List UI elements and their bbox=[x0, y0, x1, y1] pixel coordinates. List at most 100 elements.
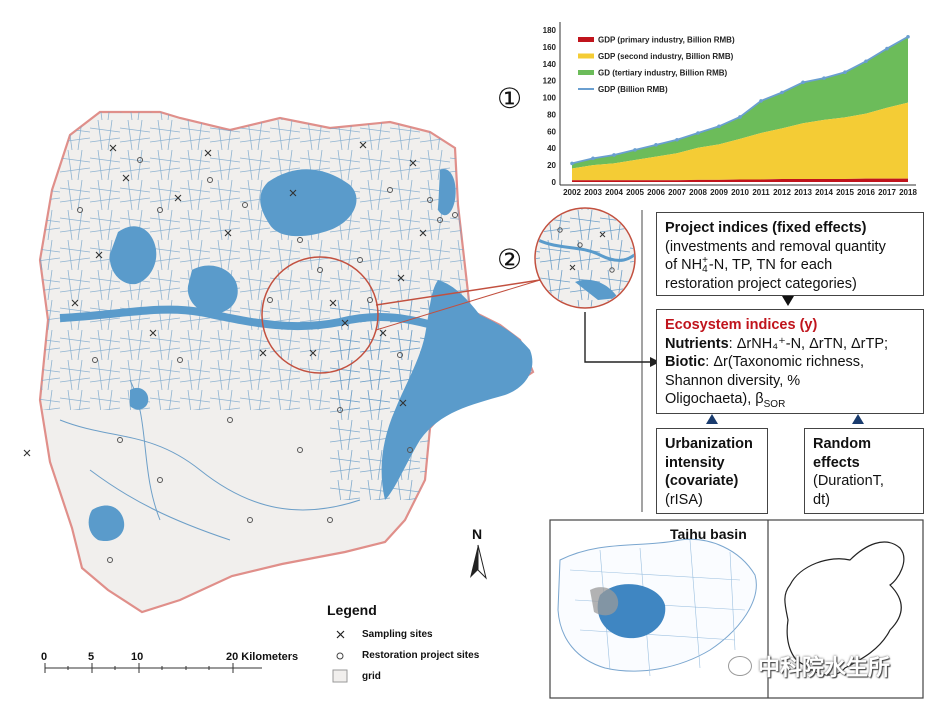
lake-west bbox=[109, 226, 157, 285]
nh4-sup: + bbox=[702, 255, 708, 267]
x-tick-label: 2008 bbox=[689, 188, 707, 197]
north-label: N bbox=[472, 526, 483, 542]
watermark-text: 中科院水生所 bbox=[728, 650, 890, 682]
gdp-point bbox=[822, 76, 826, 80]
legend-sampling-sites: Sampling sites bbox=[362, 629, 433, 640]
arrow-project-to-eco bbox=[782, 296, 794, 306]
badge-1: ① bbox=[497, 82, 523, 115]
taihu-lake bbox=[381, 280, 533, 500]
urbanization-box: Urbanization intensity (covariate) (rISA… bbox=[656, 428, 768, 514]
y-tick-label: 140 bbox=[543, 60, 557, 69]
x-tick-label: 2002 bbox=[563, 188, 581, 197]
y-tick-label: 180 bbox=[543, 26, 557, 35]
biotic-label: Biotic bbox=[665, 354, 706, 371]
urban-title-3: (covariate) bbox=[665, 473, 739, 490]
legend-label: GDP (second industry, Billion RMB) bbox=[598, 52, 734, 61]
gdp-point bbox=[780, 90, 784, 95]
scale-bar bbox=[44, 663, 262, 673]
biotic-line2: Shannon diversity, % bbox=[665, 372, 801, 389]
x-tick-label: 2006 bbox=[647, 188, 665, 197]
legend-x-icon bbox=[336, 630, 345, 639]
gdp-point bbox=[633, 148, 637, 152]
biotic-text: : Δr(Taxonomic richness, bbox=[705, 354, 865, 371]
legend-grid: grid bbox=[362, 671, 381, 682]
project-indices-line1: (investments and removal quantity bbox=[665, 238, 886, 255]
y-tick-label: 20 bbox=[547, 161, 556, 170]
nutrients-line: Nutrients: ΔrNH₄⁺-N, ΔrTN, ΔrTP; bbox=[665, 335, 915, 354]
gdp-point bbox=[612, 153, 616, 157]
lake-north bbox=[260, 169, 357, 237]
gdp-point bbox=[654, 143, 658, 147]
arrow-urban-to-eco bbox=[706, 414, 718, 424]
legend-label: GDP (primary industry, Billion RMB) bbox=[598, 36, 735, 45]
gdp-point bbox=[906, 34, 910, 39]
biotic-line: Biotic: Δr(Taxonomic richness, bbox=[665, 353, 915, 372]
project-indices-title: Project indices (fixed effects) bbox=[665, 220, 867, 236]
y-tick-label: 160 bbox=[543, 43, 557, 52]
nutrients-label: Nutrients bbox=[665, 335, 729, 352]
sampling-site-markers bbox=[23, 141, 427, 457]
lake-central bbox=[187, 265, 238, 314]
urban-note: (rISA) bbox=[665, 491, 703, 508]
nutrients-text: : ΔrNH₄⁺-N, ΔrTN, ΔrTP; bbox=[728, 335, 889, 352]
random-note-1: (DurationT, bbox=[813, 473, 884, 490]
inset-title: Taihu basin bbox=[670, 526, 747, 542]
gdp-point bbox=[738, 115, 742, 119]
random-effects-box: Random effects (DurationT, dt) bbox=[804, 428, 924, 514]
x-tick-label: 2005 bbox=[626, 188, 644, 197]
north-arrow-icon bbox=[470, 544, 487, 580]
legend-swatch bbox=[578, 37, 594, 42]
gdp-point bbox=[696, 131, 700, 135]
x-tick-label: 2010 bbox=[731, 188, 749, 197]
legend-circle-icon bbox=[336, 652, 344, 660]
legend-restoration-sites: Restoration project sites bbox=[362, 650, 480, 661]
legend-label: GD (tertiary industry, Billion RMB) bbox=[598, 69, 728, 78]
gdp-point bbox=[759, 99, 763, 103]
legend-grid-icon bbox=[332, 669, 348, 683]
gdp-point bbox=[591, 156, 595, 161]
urban-title-2: intensity bbox=[665, 454, 725, 471]
scale-tick-20: 20 Kilometers bbox=[226, 651, 299, 663]
arrow-random-to-eco bbox=[852, 414, 864, 424]
x-tick-label: 2007 bbox=[668, 188, 686, 197]
ecosystem-indices-title: Ecosystem indices (y) bbox=[665, 317, 818, 333]
y-tick-label: 80 bbox=[547, 110, 556, 119]
restoration-site-markers bbox=[77, 157, 458, 563]
x-tick-label: 2013 bbox=[794, 188, 812, 197]
legend-swatch bbox=[578, 53, 594, 59]
x-tick-label: 2012 bbox=[773, 188, 791, 197]
gdp-point bbox=[864, 59, 868, 64]
y-tick-label: 0 bbox=[552, 178, 557, 187]
zoom-inset-circle bbox=[534, 207, 636, 309]
gdp-point bbox=[843, 70, 847, 75]
random-title-1: Random bbox=[813, 436, 871, 452]
scale-tick-5: 5 bbox=[88, 651, 95, 663]
scale-tick-0: 0 bbox=[41, 651, 48, 663]
nh4-text: of NH bbox=[665, 257, 703, 274]
x-tick-label: 2014 bbox=[815, 188, 833, 197]
x-tick-label: 2009 bbox=[710, 188, 728, 197]
zoom-circle bbox=[261, 256, 379, 374]
random-note-2: dt) bbox=[813, 491, 830, 508]
y-tick-label: 100 bbox=[543, 94, 557, 103]
project-indices-line3: restoration project categories) bbox=[665, 275, 857, 292]
taihu-basin-map bbox=[557, 538, 757, 677]
badge-2: ② bbox=[497, 243, 523, 276]
project-indices-line2: of NH +4 -N, TP, TN for each bbox=[665, 256, 915, 275]
china-outline-map bbox=[784, 541, 905, 676]
x-tick-label: 2015 bbox=[836, 188, 854, 197]
watermark-label: 中科院水生所 bbox=[758, 655, 891, 680]
legend-title: Legend bbox=[327, 602, 377, 618]
random-title-2: effects bbox=[813, 454, 860, 471]
y-tick-label: 120 bbox=[543, 77, 557, 86]
y-tick-label: 60 bbox=[547, 127, 556, 136]
scale-tick-10: 10 bbox=[131, 651, 144, 663]
legend-swatch bbox=[578, 70, 594, 75]
biotic-line3-text: Oligochaeta), β bbox=[665, 391, 764, 408]
beta-sor-sub: SOR bbox=[763, 399, 786, 411]
x-tick-label: 2003 bbox=[584, 188, 602, 197]
legend-label: GDP (Billion RMB) bbox=[598, 85, 668, 94]
gdp-point bbox=[801, 80, 805, 85]
